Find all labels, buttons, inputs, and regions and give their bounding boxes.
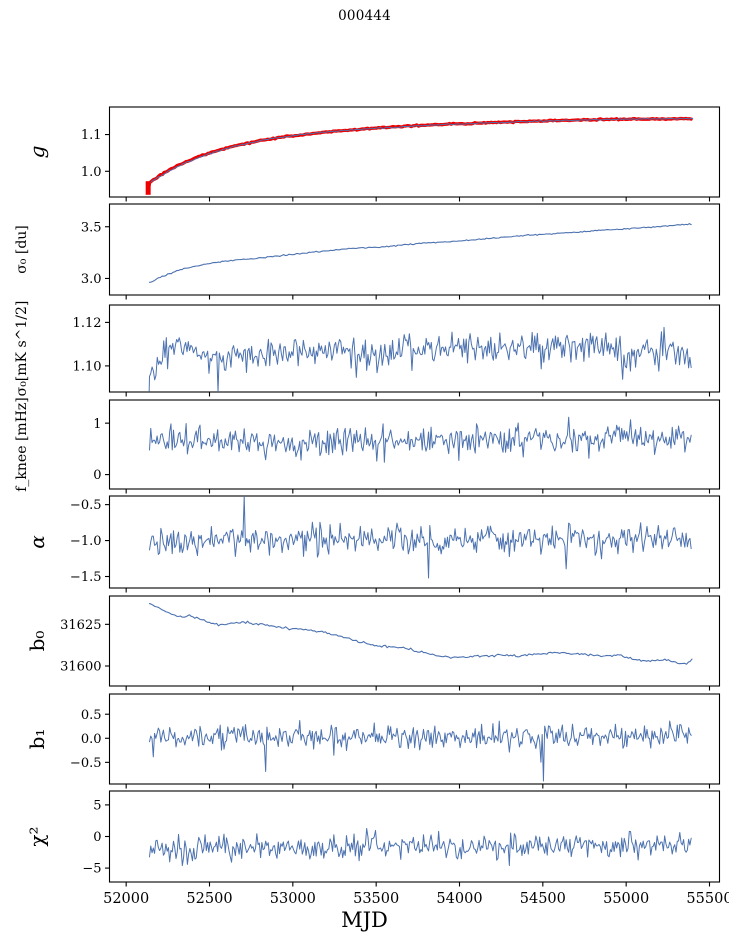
y-ticklabel: 5 — [93, 799, 101, 814]
data-series-sigma0_mK — [148, 326, 692, 393]
data-series-sigma0_du — [148, 223, 692, 283]
y-ticklabel: 0.5 — [81, 708, 102, 723]
panel-spine — [108, 495, 721, 589]
y-ticklabel: −1.5 — [70, 570, 102, 585]
data-series-chi2 — [149, 827, 692, 867]
panel-1: 3.0 3.5 σ₀ [du] — [14, 203, 721, 300]
y-ticklabel: −0.5 — [70, 498, 102, 513]
y-ticklabel: 31625 — [60, 618, 101, 633]
panel-4: −0.5 −1.0 −1.5 α — [25, 495, 721, 593]
y-ticklabel: 3.0 — [81, 272, 102, 287]
y-axis-label: χ² — [25, 826, 49, 846]
y-ticklabel: −0.5 — [70, 756, 102, 771]
y-axis-label: g — [25, 146, 49, 159]
x-ticklabel: 54000 — [436, 891, 482, 907]
y-ticklabel: −1.0 — [70, 534, 102, 549]
panel-spine — [108, 106, 721, 198]
y-ticklabel: 1.12 — [73, 316, 102, 331]
data-series-b1 — [149, 719, 692, 782]
y-axis-label: α — [25, 535, 49, 549]
panel-5: 31600 31625 b₀ — [25, 595, 721, 691]
data-series-g_data — [147, 117, 694, 184]
panel-spine — [108, 203, 721, 296]
x-ticklabel: 52500 — [186, 891, 232, 907]
y-ticklabel: 0 — [93, 830, 101, 845]
y-ticklabel: −5 — [82, 862, 101, 877]
y-ticklabel: 1 — [93, 417, 101, 432]
y-ticklabel: 0 — [93, 468, 101, 483]
panel-spine — [108, 304, 721, 393]
y-axis-label: f_knee [mHz] — [14, 397, 30, 492]
panel-0: 1.0 1.1 g — [25, 106, 721, 202]
data-series-f_knee — [149, 416, 692, 463]
y-axis-label: σ₀ [du] — [14, 225, 30, 274]
data-series-g_model — [146, 116, 693, 194]
data-series-alpha — [149, 495, 692, 579]
panel-3: 0 1 f_knee [mHz] — [14, 397, 721, 494]
y-axis-label: b₁ — [25, 729, 49, 750]
x-ticklabel: 55500 — [686, 891, 729, 907]
x-axis-label: MJD — [341, 908, 388, 932]
y-ticklabel: 3.5 — [81, 220, 102, 235]
panel-spine — [108, 790, 721, 883]
data-series-b0 — [148, 603, 693, 665]
y-axis-label: b₀ — [25, 631, 49, 652]
y-ticklabel: 1.1 — [81, 128, 102, 143]
y-ticklabel: 1.10 — [73, 360, 102, 375]
figure-title: 000444 — [338, 8, 391, 24]
panel-spine — [108, 693, 721, 785]
y-axis-label: σ₀[mK s^1/2] — [14, 301, 30, 397]
panel-2: 1.10 1.12 σ₀[mK s^1/2] — [14, 301, 721, 397]
y-ticklabel: 1.0 — [81, 165, 102, 180]
y-ticklabel: 0.0 — [81, 732, 102, 747]
x-ticklabel: 53000 — [270, 891, 316, 907]
panel-spine — [108, 595, 721, 687]
panel-6: 0.5 0.0 −0.5 b₁ — [25, 693, 721, 789]
x-ticklabel: 52000 — [103, 891, 149, 907]
x-ticklabel: 55000 — [603, 891, 649, 907]
y-ticklabel: 31600 — [60, 660, 101, 675]
panel-spine — [108, 399, 721, 490]
x-ticklabel: 54500 — [520, 891, 566, 907]
x-ticklabel: 53500 — [353, 891, 399, 907]
